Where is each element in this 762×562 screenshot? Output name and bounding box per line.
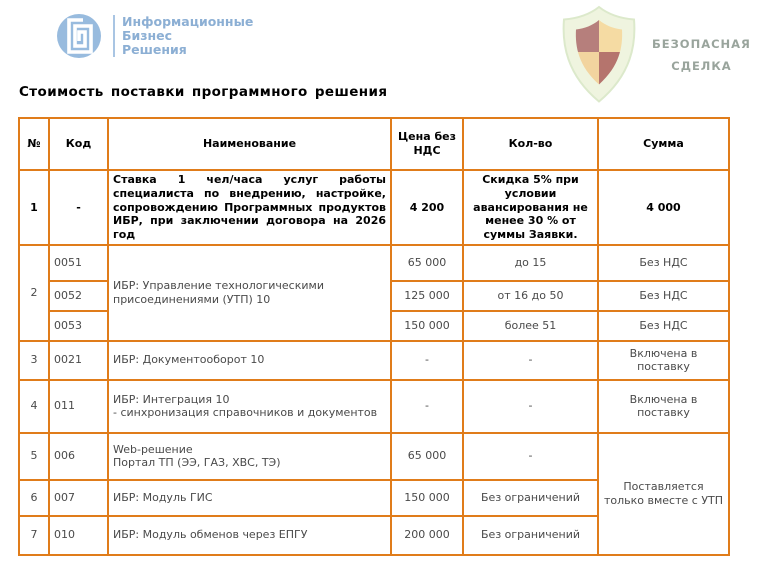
cell-sum: Без НДС — [597, 279, 730, 312]
cell-qty: Скидка 5% при условии авансирования не м… — [462, 169, 599, 246]
cell-qty: - — [462, 431, 599, 481]
table-row-2c: 0053 150 000 более 51 Без НДС — [19, 309, 730, 342]
table-row-3: 3 0021 ИБР: Документооборот 10 - - Включ… — [18, 339, 730, 381]
cell-sum: Включена в поставку — [597, 339, 730, 381]
cell-sum: Без НДС — [597, 309, 730, 342]
cell-num: 7 — [18, 514, 50, 556]
cell-qty: - — [462, 339, 599, 381]
cell-num: 6 — [18, 478, 50, 517]
table-row-2b: 0052 125 000 от 16 до 50 Без НДС — [19, 279, 730, 312]
cell-name: Web-решение Портал ТП (ЭЭ, ГАЗ, ХВС, ТЭ) — [107, 431, 392, 481]
cell-price: 65 000 — [390, 431, 464, 481]
cell-num: 3 — [18, 339, 50, 381]
logo-divider — [113, 15, 115, 57]
cell-name: ИБР: Управление технологическими присоед… — [107, 243, 392, 342]
cell-price: - — [390, 378, 464, 434]
cell-qty: до 15 — [462, 243, 599, 282]
cell-code: - — [48, 169, 109, 246]
header-code: Код — [48, 117, 109, 171]
cell-code: 007 — [48, 478, 109, 517]
page-title: Стоимость поставки программного решения — [19, 84, 388, 100]
cell-code: 010 — [48, 514, 109, 556]
cell-name: ИБР: Документооборот 10 — [107, 339, 392, 381]
cell-qty: - — [462, 378, 599, 434]
table-header-row: № Код Наименование Цена без НДС Кол-во С… — [18, 117, 730, 171]
cell-qty: более 51 — [462, 309, 599, 342]
cell-price: 125 000 — [390, 279, 464, 312]
header-qty: Кол-во — [462, 117, 599, 171]
safe-deal-badge: БЕЗОПАСНАЯ СДЕЛКА — [556, 4, 751, 105]
cell-sum: 4 000 — [597, 169, 730, 246]
header-sum: Сумма — [597, 117, 730, 171]
cell-code: 011 — [48, 378, 109, 434]
safe-deal-line2: СДЕЛКА — [671, 58, 732, 73]
cell-sum: Включена в поставку — [597, 378, 730, 434]
cell-code: 0053 — [48, 309, 109, 342]
spiral-logo-icon — [57, 14, 101, 58]
cell-name: ИБР: Интеграция 10 - синхронизация справ… — [107, 378, 392, 434]
cell-code: 0021 — [48, 339, 109, 381]
company-name: Информационные Бизнес Решения — [122, 14, 254, 57]
cell-name: ИБР: Модуль ГИС — [107, 478, 392, 517]
cell-name: ИБР: Модуль обменов через ЕПГУ — [107, 514, 392, 556]
cell-code: 0052 — [48, 279, 109, 312]
cell-code: 006 — [48, 431, 109, 481]
cell-price: 150 000 — [390, 309, 464, 342]
header-num: № — [18, 117, 50, 171]
table-row-4: 4 011 ИБР: Интеграция 10 - синхронизация… — [18, 378, 730, 434]
header-price: Цена без НДС — [390, 117, 464, 171]
cell-num: 4 — [18, 378, 50, 434]
cell-price: 4 200 — [390, 169, 464, 246]
table-row-5: 5 006 Web-решение Портал ТП (ЭЭ, ГАЗ, ХВ… — [18, 431, 730, 556]
table-row-7: 7 010 ИБР: Модуль обменов через ЕПГУ 200… — [18, 514, 729, 556]
safe-deal-label: БЕЗОПАСНАЯ СДЕЛКА — [652, 33, 751, 77]
cell-price: - — [390, 339, 464, 381]
cell-qty: Без ограничений — [462, 514, 599, 556]
table-row-6: 6 007 ИБР: Модуль ГИС 150 000 Без ограни… — [18, 478, 729, 517]
cell-name: Ставка 1 чел/часа услуг работы специалис… — [107, 169, 392, 246]
cell-qty: от 16 до 50 — [462, 279, 599, 312]
table-row-2a: 2 0051 ИБР: Управление технологическими … — [18, 243, 730, 342]
cell-sum: Без НДС — [597, 243, 730, 282]
cell-price: 150 000 — [390, 478, 464, 517]
cell-price: 65 000 — [390, 243, 464, 282]
shield-icon — [562, 5, 636, 103]
safe-deal-line1: БЕЗОПАСНАЯ — [652, 36, 751, 51]
cell-code: 0051 — [48, 243, 109, 282]
cell-price: 200 000 — [390, 514, 464, 556]
header-name: Наименование — [107, 117, 392, 171]
cell-num: 1 — [18, 169, 50, 246]
cell-num: 5 — [18, 431, 50, 481]
cell-num: 2 — [18, 243, 50, 342]
company-logo: Информационные Бизнес Решения — [56, 13, 253, 59]
pricing-table: № Код Наименование Цена без НДС Кол-во С… — [18, 117, 730, 556]
table-row-1: 1 - Ставка 1 чел/часа услуг работы специ… — [18, 169, 730, 246]
cell-qty: Без ограничений — [462, 478, 599, 517]
cell-sum-merged: Поставляется только вместе с УТП — [597, 431, 730, 556]
